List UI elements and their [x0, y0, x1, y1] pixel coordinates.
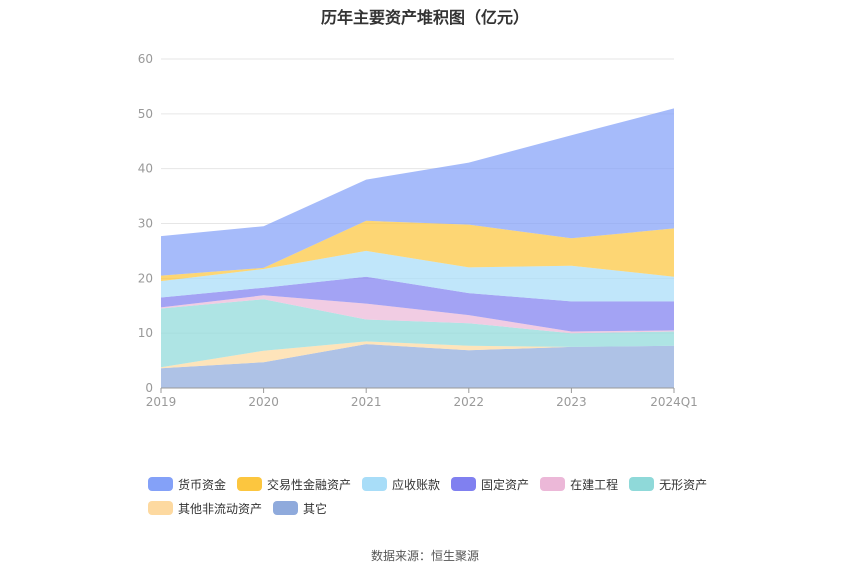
legend-item[interactable]: 其它 [273, 500, 327, 517]
x-tick-label: 2023 [556, 395, 587, 409]
area-series-group [161, 108, 674, 388]
legend-item[interactable]: 其他非流动资产 [148, 500, 262, 517]
area-series-1 [161, 341, 674, 369]
legend-item[interactable]: 应收账款 [362, 476, 440, 493]
x-tick-label: 2020 [248, 395, 279, 409]
x-tick-label: 2021 [351, 395, 382, 409]
x-tick-label: 2019 [146, 395, 177, 409]
legend-label: 无形资产 [659, 477, 708, 492]
legend-swatch [237, 477, 263, 491]
area-series-2 [161, 299, 674, 368]
y-tick-label: 60 [138, 52, 153, 66]
area-series-0 [161, 344, 674, 388]
area-series-5 [161, 250, 674, 302]
legend-item[interactable]: 在建工程 [540, 476, 618, 493]
y-tick-label: 30 [138, 217, 153, 231]
y-tick-label: 0 [145, 381, 153, 395]
legend-label: 在建工程 [570, 477, 619, 492]
legend-label: 货币资金 [178, 477, 227, 492]
area-series-4 [161, 276, 674, 332]
legend-label: 其它 [303, 501, 328, 516]
legend-row: 其他非流动资产 其它 [148, 496, 748, 520]
x-tick-label: 2022 [454, 395, 485, 409]
y-tick-label: 20 [138, 271, 153, 285]
legend-item[interactable]: 货币资金 [148, 476, 226, 493]
legend-item[interactable]: 固定资产 [451, 476, 529, 493]
y-tick-label: 10 [138, 326, 153, 340]
x-tick-label: 2024Q1 [650, 395, 698, 409]
y-tick-label: 50 [138, 107, 153, 121]
area-series-7 [161, 108, 674, 276]
legend-swatch [273, 501, 299, 515]
legend-item[interactable]: 交易性金融资产 [237, 476, 351, 493]
legend-item[interactable]: 无形资产 [629, 476, 707, 493]
legend-swatch [629, 477, 655, 491]
legend-label: 应收账款 [392, 477, 441, 492]
area-series-3 [161, 295, 674, 334]
legend-label: 固定资产 [481, 477, 530, 492]
legend-swatch [540, 477, 566, 491]
area-series-6 [161, 220, 674, 282]
legend-label: 交易性金融资产 [267, 477, 352, 492]
legend-swatch [148, 477, 173, 491]
y-tick-label: 40 [138, 162, 153, 176]
legend-swatch [451, 477, 477, 491]
axes: 0 10 20 30 40 50 60 2019 2020 2021 2022 2023 2024Q1 [138, 52, 698, 409]
legend-swatch [148, 501, 173, 515]
legend-swatch [362, 477, 388, 491]
chart-title: 历年主要资产堆积图（亿元） [320, 8, 529, 27]
legend-row: 货币资金 交易性金融资产 应收账款 固定资产 在建工程 无形资产 [148, 472, 748, 496]
legend: 货币资金 交易性金融资产 应收账款 固定资产 在建工程 无形资产 其他非流动资产 其它 [148, 472, 748, 520]
legend-label: 其他非流动资产 [178, 501, 263, 516]
data-source: 数据来源：恒生聚源 [370, 549, 479, 563]
stacked-area-chart: 0 10 20 30 40 50 60 2019 2020 2021 2022 2023 2024Q1 [138, 52, 698, 409]
